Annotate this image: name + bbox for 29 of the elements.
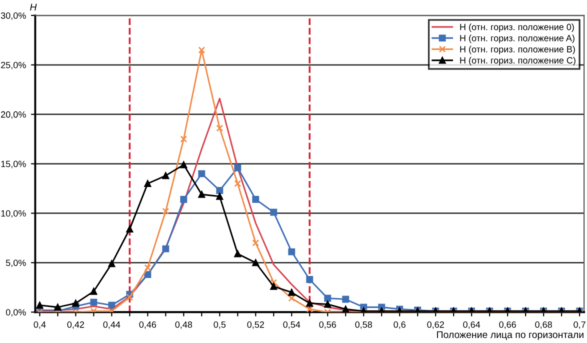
x-tick-label: 0,56 (319, 321, 336, 329)
x-tick-label: 0,7 (574, 321, 586, 329)
x-tick-label: 0,48 (175, 321, 192, 329)
x-tick-label: 0,4 (34, 321, 46, 329)
x-tick-label: 0,66 (499, 321, 516, 329)
y-tick-label: 5,0% (6, 260, 26, 268)
y-tick-label: 0,0% (6, 309, 26, 317)
x-tick-label: 0,62 (427, 321, 444, 329)
x-tick-label: 0,64 (463, 321, 480, 329)
x-tick-label: 0,5 (214, 321, 226, 329)
x-tick-label: 0,68 (535, 321, 552, 329)
x-tick-label: 0,52 (247, 321, 264, 329)
y-tick-label: 30,0% (0, 12, 26, 20)
x-tick-label: 0,6 (394, 321, 406, 329)
x-tick-label: 0,58 (355, 321, 372, 329)
legend-label: H (отн. гориз. положение A) (460, 34, 574, 44)
legend-label: H (отн. гориз. положение 0) (460, 24, 574, 32)
x-tick-label: 0,54 (283, 321, 300, 329)
x-axis-title: Положение лица по горизонтали (437, 331, 584, 340)
x-tick-label: 0,44 (103, 321, 120, 329)
x-tick-label: 0,46 (139, 321, 156, 329)
legend-label: H (отн. гориз. положение C) (460, 56, 576, 66)
x-tick-label: 0,42 (67, 321, 84, 329)
y-tick-label: 20,0% (1, 111, 26, 119)
y-tick-label: 25,0% (1, 62, 26, 70)
y-tick-label: 15,0% (1, 160, 26, 168)
legend-label: H (отн. гориз. положение B) (460, 46, 575, 54)
y-axis-title: H (30, 4, 37, 10)
y-tick-label: 10,0% (1, 210, 26, 218)
